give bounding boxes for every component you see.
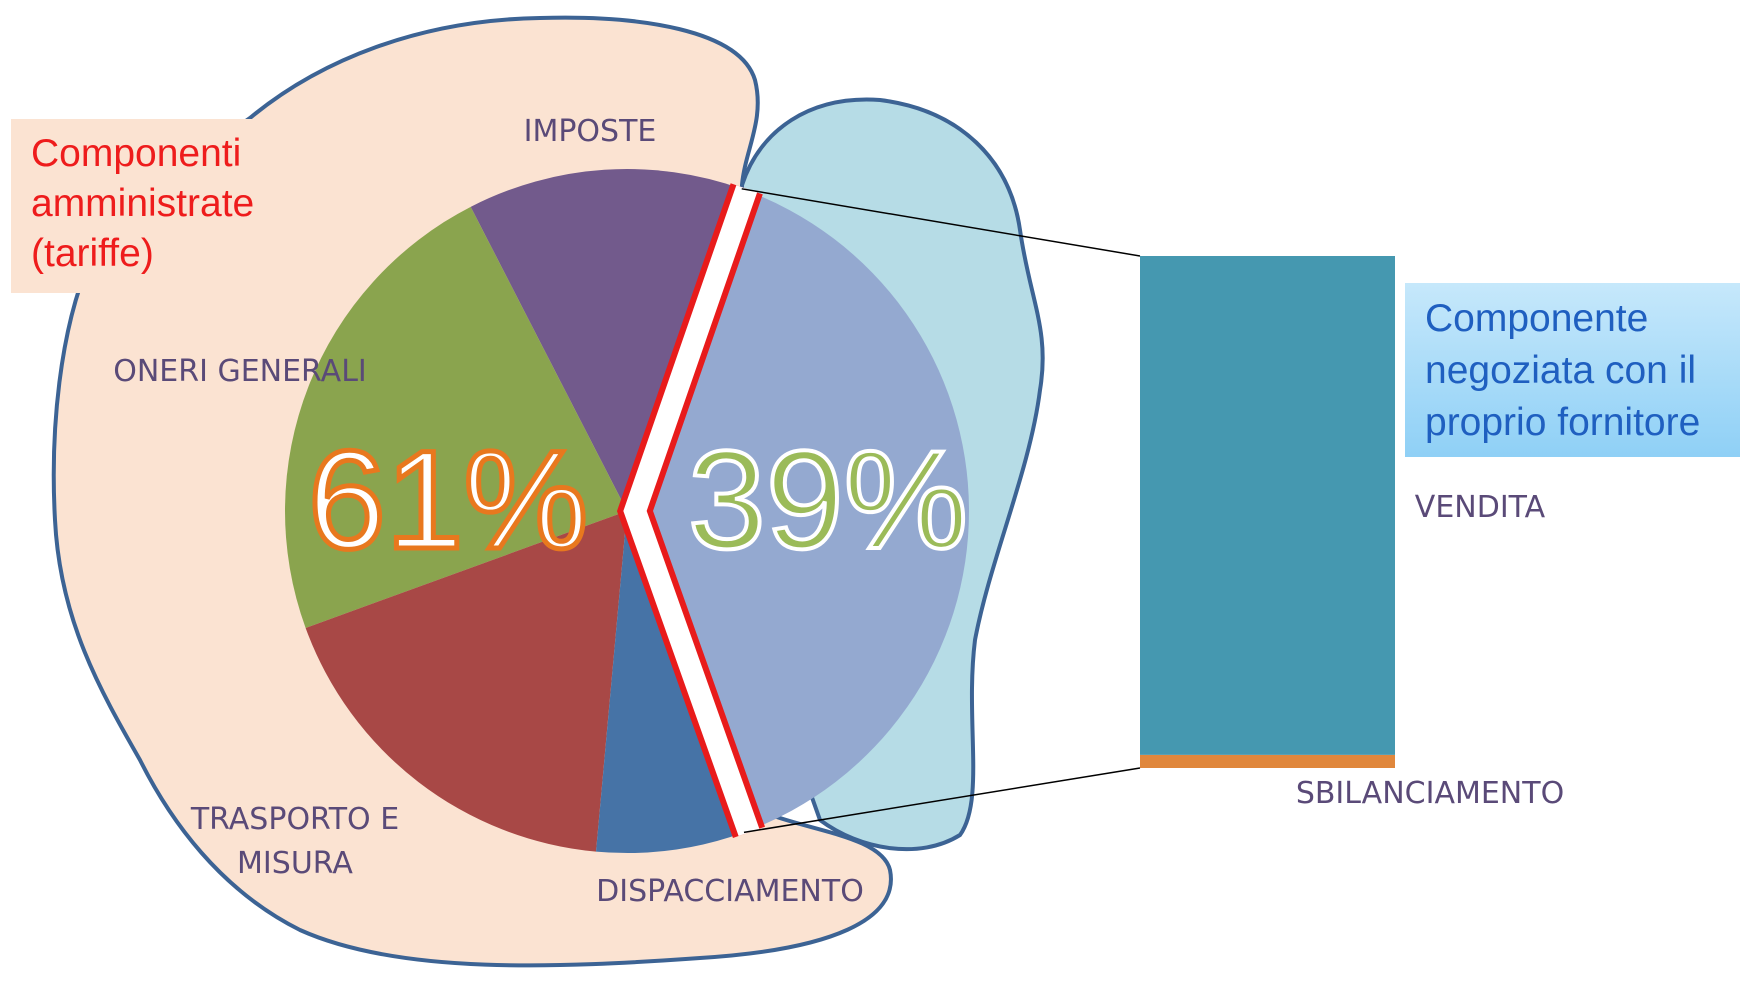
callout: Componenti amministrate (tariffe) [11,119,281,293]
pie-slice [596,511,744,854]
pie-slice [470,169,742,511]
bar-label: SBILANCIAMENTO [1295,776,1565,811]
connector [743,767,1141,834]
slice-label: IMPOSTE [523,114,657,149]
slice-label: DISPACCIAMENTO [596,874,864,909]
connector [741,188,1141,257]
group-total-label: 61% [308,421,588,578]
bar-label: VENDITA [1414,490,1546,525]
bar-segment [1140,256,1395,755]
pie-slice [627,188,969,833]
pie-slice [305,511,627,852]
group-total-label: 39% [688,421,968,578]
pie-slice [285,206,627,628]
slice-label: TRASPORTO E MISURA [190,802,400,881]
bar-segment [1140,754,1395,768]
callout: Componente negoziata con il proprio forn… [1405,283,1740,457]
separator [623,185,760,837]
slice-label: ONERI GENERALI [113,354,367,389]
